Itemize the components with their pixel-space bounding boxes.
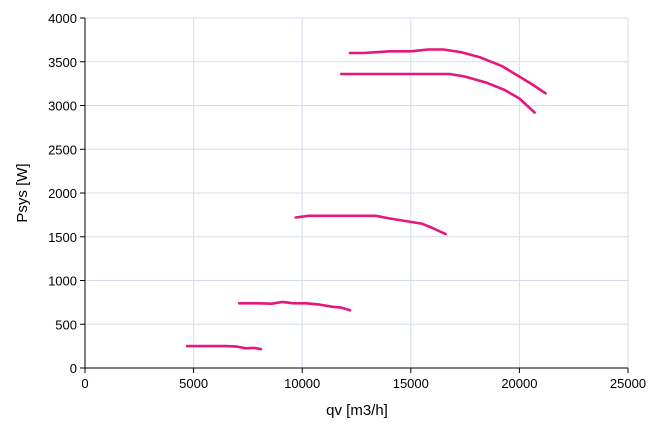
series-line-1 bbox=[185, 344, 263, 351]
x-tick-label: 10000 bbox=[284, 376, 320, 391]
labels: 0 5000 10000 15000 20000 25000 0 500 1000 1500 200… bbox=[48, 11, 646, 391]
axes bbox=[80, 17, 629, 373]
y-tick-label: 3500 bbox=[48, 55, 77, 70]
series-line-5 bbox=[348, 48, 547, 95]
x-tick-label: 25000 bbox=[610, 376, 646, 391]
y-axis-title: Psys [W] bbox=[14, 163, 31, 222]
y-tick-label: 3000 bbox=[48, 99, 77, 114]
x-tick-label: 15000 bbox=[393, 376, 429, 391]
y-tick-label: 1500 bbox=[48, 230, 77, 245]
grid-layer bbox=[85, 17, 629, 368]
x-tick-label: 20000 bbox=[501, 376, 537, 391]
y-tick-label: 2000 bbox=[48, 186, 77, 201]
series-line-4 bbox=[339, 72, 536, 114]
series-line-3 bbox=[294, 214, 447, 236]
y-tick-label: 500 bbox=[55, 317, 77, 332]
series-layer bbox=[185, 48, 547, 351]
y-tick-label: 4000 bbox=[48, 11, 77, 26]
x-tick-label: 5000 bbox=[179, 376, 208, 391]
y-tick-label: 1000 bbox=[48, 274, 77, 289]
y-tick-label: 0 bbox=[70, 361, 77, 376]
y-tick-label: 2500 bbox=[48, 142, 77, 157]
series-line-2 bbox=[237, 300, 352, 312]
x-axis-title: qv [m3/h] bbox=[326, 402, 388, 419]
x-tick-label: 0 bbox=[81, 376, 88, 391]
